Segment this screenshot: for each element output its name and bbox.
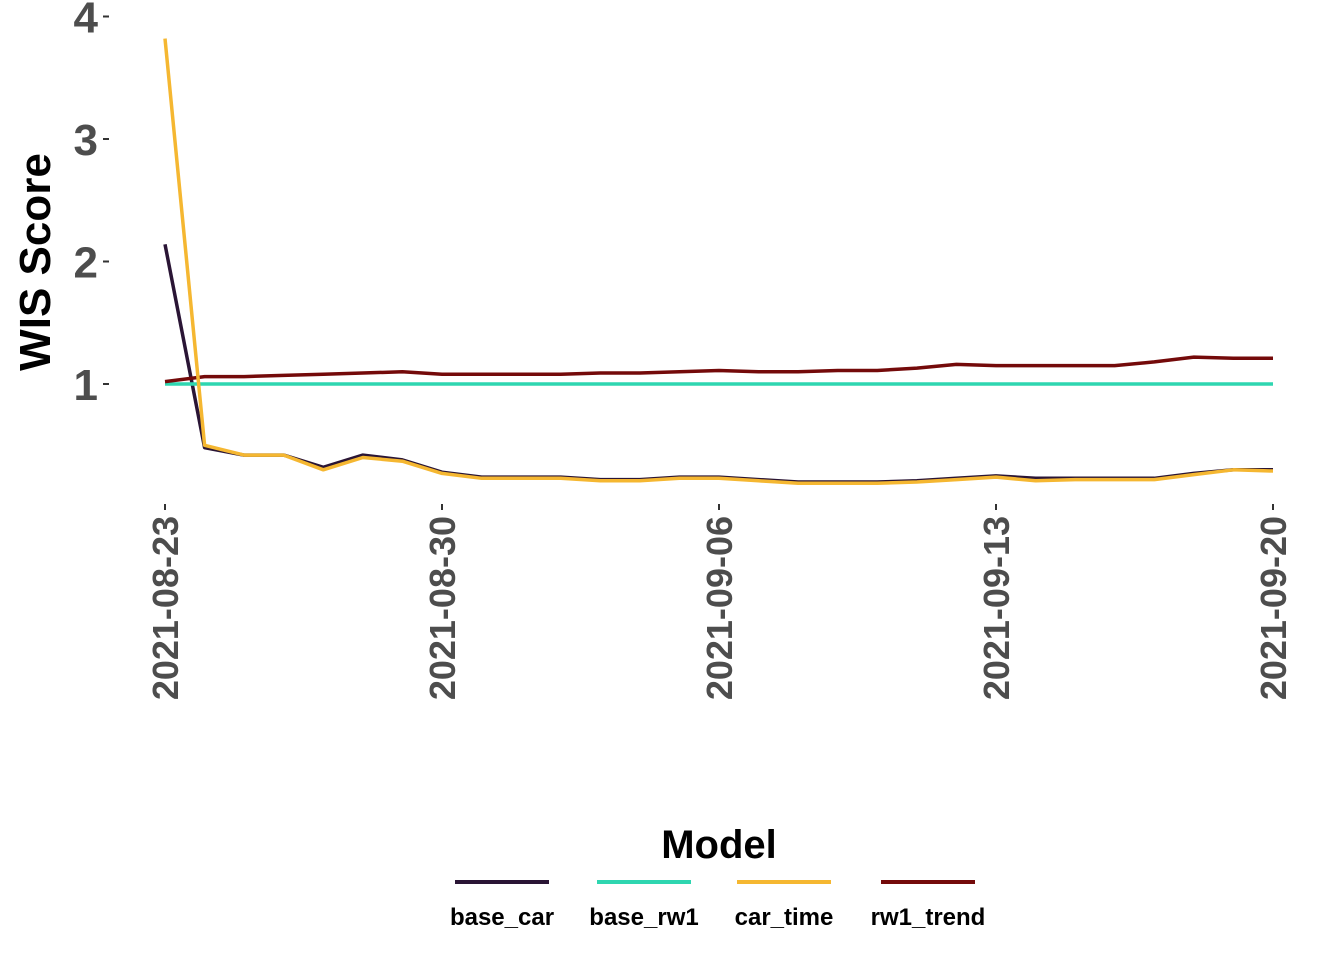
legend-label-base_car: base_car	[450, 904, 554, 931]
x-tick-label-4: 2021-09-20	[1253, 516, 1294, 700]
series-line-rw1_trend	[164, 355, 1273, 384]
y-tick-label-2: 2	[74, 239, 98, 288]
y-tick-label-3: 3	[74, 116, 98, 165]
legend-title: Model	[661, 823, 777, 867]
x-axis: 2021-08-23 2021-08-30 2021-09-06 2021-09-13…	[145, 504, 1294, 700]
x-tick-label-2: 2021-09-06	[699, 516, 740, 700]
x-tick-label-1: 2021-08-30	[422, 516, 463, 700]
series-line-base_car	[163, 243, 1273, 484]
legend-label-car_time: car_time	[735, 904, 834, 931]
series-line-car_time	[163, 38, 1274, 485]
x-tick-label-3: 2021-09-13	[976, 516, 1017, 700]
legend-label-rw1_trend: rw1_trend	[871, 904, 986, 931]
series-layer	[163, 38, 1274, 485]
x-tick-label-0: 2021-08-23	[145, 516, 186, 700]
y-tick-label-1: 1	[74, 361, 98, 410]
y-tick-label-4: 4	[74, 0, 99, 43]
legend: base_car base_rw1 car_time rw1_trend	[450, 880, 986, 931]
legend-label-base_rw1: base_rw1	[589, 904, 698, 931]
y-axis: 1 2 3 4	[74, 0, 109, 410]
y-axis-title: WIS Score	[11, 153, 60, 371]
